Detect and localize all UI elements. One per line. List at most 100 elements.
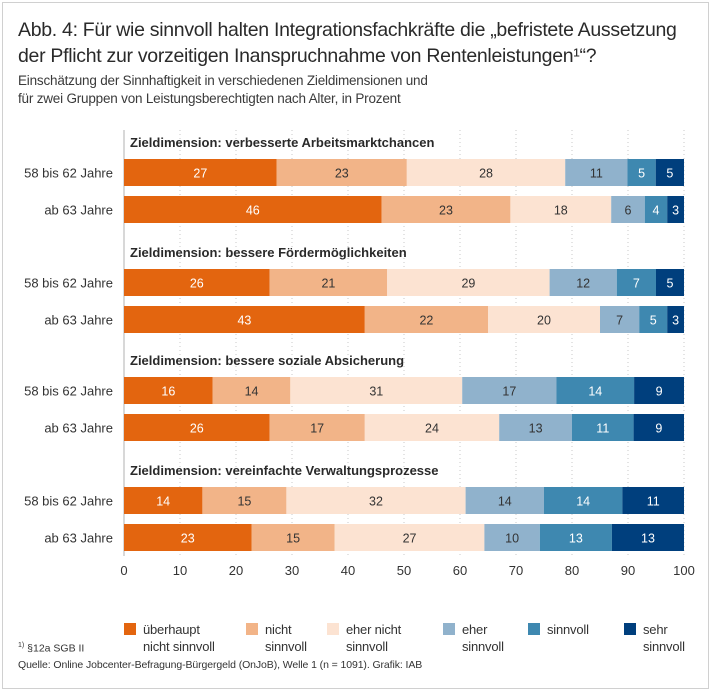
x-tick-label: 50 bbox=[397, 563, 411, 578]
bar-segment bbox=[124, 377, 213, 404]
bar-segment bbox=[667, 306, 684, 333]
bar-data-label: 9 bbox=[656, 385, 663, 399]
bar-data-label: 9 bbox=[655, 422, 662, 436]
bar-segment bbox=[124, 487, 203, 514]
bar-data-label: 5 bbox=[667, 277, 674, 291]
bar-data-label: 5 bbox=[666, 167, 673, 181]
bar-data-label: 27 bbox=[403, 532, 417, 546]
row-label: ab 63 Jahre bbox=[44, 421, 113, 436]
bar-data-label: 11 bbox=[590, 167, 603, 181]
bar-data-label: 14 bbox=[588, 385, 602, 399]
row-label: 58 bis 62 Jahre bbox=[24, 494, 113, 509]
x-tick-label: 60 bbox=[453, 563, 467, 578]
legend-label: eher sinnvoll bbox=[462, 622, 504, 654]
chart-title-line-1: Abb. 4: Für wie sinnvoll halten Integrat… bbox=[18, 19, 677, 41]
bar-data-label: 7 bbox=[616, 314, 623, 328]
bar-segment bbox=[381, 196, 511, 223]
legend-label: überhaupt nicht sinnvoll bbox=[143, 622, 215, 654]
bar-data-label: 43 bbox=[237, 314, 251, 328]
bar-data-label: 13 bbox=[569, 532, 583, 546]
bar-segment bbox=[124, 196, 382, 223]
bar-segment bbox=[406, 159, 566, 186]
row-label: 58 bis 62 Jahre bbox=[24, 276, 113, 291]
legend-swatch bbox=[327, 623, 339, 635]
legend-item: sehr sinnvoll bbox=[624, 621, 685, 655]
chart-legend: überhaupt nicht sinnvoll nicht sinnvoll eh… bbox=[0, 621, 710, 665]
bar-data-label: 15 bbox=[286, 532, 300, 546]
bar-data-label: 17 bbox=[502, 385, 516, 399]
bar-segment bbox=[634, 377, 684, 404]
bar-segment bbox=[544, 487, 623, 514]
bar-data-label: 23 bbox=[181, 532, 195, 546]
bar-data-label: 14 bbox=[576, 495, 590, 509]
bar-data-label: 18 bbox=[554, 204, 568, 218]
chart-subtitle: Einschätzung der Sinnhaftigkeit in versc… bbox=[18, 72, 708, 108]
x-tick-label: 10 bbox=[173, 563, 187, 578]
bar-data-label: 11 bbox=[596, 422, 609, 436]
legend-swatch bbox=[246, 623, 258, 635]
x-tick-label: 40 bbox=[341, 563, 355, 578]
bar-data-label: 23 bbox=[335, 167, 349, 181]
bar-segment bbox=[269, 414, 365, 441]
bar-segment bbox=[565, 159, 628, 186]
footnote: 1) §12a SGB II bbox=[18, 642, 84, 655]
bar-segment bbox=[655, 159, 684, 186]
bar-data-label: 32 bbox=[369, 495, 383, 509]
bar-data-label: 21 bbox=[321, 277, 335, 291]
bar-data-label: 4 bbox=[653, 204, 660, 218]
legend-label: sehr sinnvoll bbox=[643, 622, 685, 654]
row-label: 58 bis 62 Jahre bbox=[24, 166, 113, 181]
bar-data-label: 3 bbox=[672, 204, 679, 218]
bar-segment bbox=[364, 306, 488, 333]
bar-segment bbox=[286, 487, 466, 514]
bar-segment bbox=[124, 524, 252, 551]
legend-swatch bbox=[124, 623, 136, 635]
chart-subtitle-line-2: für zwei Gruppen von Leistungsberechtigt… bbox=[18, 91, 401, 106]
bar-data-label: 3 bbox=[672, 314, 679, 328]
legend-item: sinnvoll bbox=[528, 621, 589, 638]
legend-item: überhaupt nicht sinnvoll bbox=[124, 621, 215, 655]
legend-item: nicht sinnvoll bbox=[246, 621, 307, 655]
bar-segment bbox=[627, 159, 656, 186]
bar-segment bbox=[387, 269, 550, 296]
bar-data-label: 13 bbox=[641, 532, 655, 546]
bar-data-label: 14 bbox=[245, 385, 259, 399]
group-title: Zieldimension: verbesserte Arbeitsmarktc… bbox=[130, 135, 434, 150]
bar-segment bbox=[510, 196, 612, 223]
x-tick-label: 0 bbox=[120, 563, 127, 578]
bar-segment bbox=[633, 414, 684, 441]
x-tick-label: 70 bbox=[509, 563, 523, 578]
bar-data-label: 20 bbox=[537, 314, 551, 328]
chart-title: Abb. 4: Für wie sinnvoll halten Integrat… bbox=[18, 17, 708, 69]
bar-segment bbox=[656, 269, 684, 296]
bar-data-label: 27 bbox=[193, 167, 207, 181]
x-tick-label: 90 bbox=[621, 563, 635, 578]
bar-segment bbox=[622, 487, 684, 514]
legend-item: eher nicht sinnvoll bbox=[327, 621, 401, 655]
bar-data-label: 14 bbox=[156, 495, 170, 509]
bar-segment bbox=[212, 377, 291, 404]
bar-segment bbox=[462, 377, 557, 404]
group-title: Zieldimension: bessere Fördermöglichkeit… bbox=[130, 245, 407, 260]
footnote-mark: 1) bbox=[18, 642, 25, 649]
source-note: Quelle: Online Jobcenter-Befragung-Bürge… bbox=[18, 659, 423, 671]
bar-segment bbox=[484, 524, 540, 551]
bar-segment bbox=[539, 524, 612, 551]
bar-segment bbox=[124, 306, 365, 333]
bar-data-label: 5 bbox=[650, 314, 657, 328]
legend-label: eher nicht sinnvoll bbox=[346, 622, 402, 654]
bar-data-label: 7 bbox=[633, 277, 640, 291]
bar-segment bbox=[549, 269, 617, 296]
bar-segment bbox=[488, 306, 600, 333]
bar-data-label: 26 bbox=[190, 422, 204, 436]
bar-data-label: 5 bbox=[638, 167, 645, 181]
footnote-text: §12a SGB II bbox=[24, 642, 85, 655]
bar-segment bbox=[334, 524, 485, 551]
bar-data-label: 10 bbox=[505, 532, 519, 546]
bar-data-label: 17 bbox=[310, 422, 324, 436]
bar-data-label: 29 bbox=[461, 277, 475, 291]
bar-segment bbox=[124, 159, 277, 186]
legend-swatch bbox=[443, 623, 455, 635]
